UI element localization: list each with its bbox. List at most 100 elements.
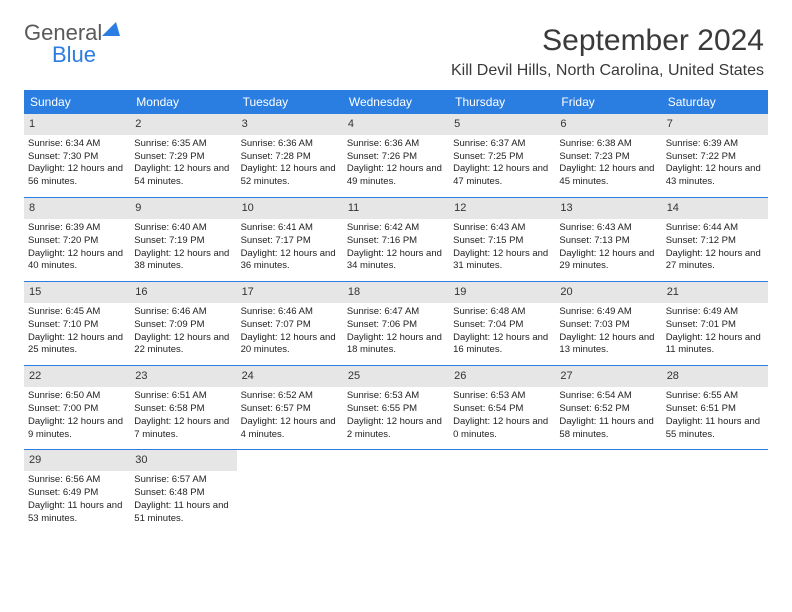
sunrise-text: Sunrise: 6:47 AM <box>347 306 445 319</box>
day-number: 17 <box>237 282 343 303</box>
day-number: 18 <box>343 282 449 303</box>
calendar-cell: 27Sunrise: 6:54 AMSunset: 6:52 PMDayligh… <box>555 366 661 449</box>
day-number: 9 <box>130 198 236 219</box>
location-text: Kill Devil Hills, North Carolina, United… <box>451 62 764 80</box>
daylight-text: Daylight: 12 hours and 9 minutes. <box>28 416 126 442</box>
calendar-cell-empty <box>662 450 768 533</box>
day-header: Thursday <box>449 90 555 114</box>
day-number: 11 <box>343 198 449 219</box>
calendar-cell: 14Sunrise: 6:44 AMSunset: 7:12 PMDayligh… <box>662 198 768 281</box>
brand-triangle-icon <box>102 22 120 36</box>
daylight-text: Daylight: 12 hours and 25 minutes. <box>28 332 126 358</box>
sunrise-text: Sunrise: 6:40 AM <box>134 222 232 235</box>
sunset-text: Sunset: 7:26 PM <box>347 151 445 164</box>
sunrise-text: Sunrise: 6:39 AM <box>28 222 126 235</box>
daylight-text: Daylight: 12 hours and 47 minutes. <box>453 163 551 189</box>
calendar-cell: 8Sunrise: 6:39 AMSunset: 7:20 PMDaylight… <box>24 198 130 281</box>
daylight-text: Daylight: 11 hours and 53 minutes. <box>28 500 126 526</box>
calendar-cell: 1Sunrise: 6:34 AMSunset: 7:30 PMDaylight… <box>24 114 130 197</box>
calendar-week-row: 15Sunrise: 6:45 AMSunset: 7:10 PMDayligh… <box>24 282 768 366</box>
daylight-text: Daylight: 12 hours and 54 minutes. <box>134 163 232 189</box>
daylight-text: Daylight: 11 hours and 58 minutes. <box>559 416 657 442</box>
sunrise-text: Sunrise: 6:52 AM <box>241 390 339 403</box>
sunset-text: Sunset: 7:06 PM <box>347 319 445 332</box>
day-number: 29 <box>24 450 130 471</box>
sunset-text: Sunset: 6:49 PM <box>28 487 126 500</box>
sunset-text: Sunset: 7:01 PM <box>666 319 764 332</box>
day-header: Wednesday <box>343 90 449 114</box>
sunset-text: Sunset: 7:22 PM <box>666 151 764 164</box>
calendar-cell: 3Sunrise: 6:36 AMSunset: 7:28 PMDaylight… <box>237 114 343 197</box>
daylight-text: Daylight: 12 hours and 38 minutes. <box>134 248 232 274</box>
calendar-cell: 15Sunrise: 6:45 AMSunset: 7:10 PMDayligh… <box>24 282 130 365</box>
sunrise-text: Sunrise: 6:49 AM <box>666 306 764 319</box>
day-header: Sunday <box>24 90 130 114</box>
daylight-text: Daylight: 12 hours and 20 minutes. <box>241 332 339 358</box>
day-number: 15 <box>24 282 130 303</box>
day-number: 8 <box>24 198 130 219</box>
page-title: September 2024 <box>542 24 764 58</box>
daylight-text: Daylight: 12 hours and 0 minutes. <box>453 416 551 442</box>
sunrise-text: Sunrise: 6:49 AM <box>559 306 657 319</box>
day-number: 30 <box>130 450 236 471</box>
calendar-cell: 22Sunrise: 6:50 AMSunset: 7:00 PMDayligh… <box>24 366 130 449</box>
calendar-cell-empty <box>449 450 555 533</box>
day-number: 16 <box>130 282 236 303</box>
calendar-cell: 2Sunrise: 6:35 AMSunset: 7:29 PMDaylight… <box>130 114 236 197</box>
daylight-text: Daylight: 12 hours and 49 minutes. <box>347 163 445 189</box>
daylight-text: Daylight: 12 hours and 11 minutes. <box>666 332 764 358</box>
calendar-cell: 23Sunrise: 6:51 AMSunset: 6:58 PMDayligh… <box>130 366 236 449</box>
sunrise-text: Sunrise: 6:51 AM <box>134 390 232 403</box>
sunset-text: Sunset: 7:20 PM <box>28 235 126 248</box>
sunset-text: Sunset: 6:52 PM <box>559 403 657 416</box>
day-number: 1 <box>24 114 130 135</box>
sunrise-text: Sunrise: 6:37 AM <box>453 138 551 151</box>
sunset-text: Sunset: 6:51 PM <box>666 403 764 416</box>
calendar-header-row: Sunday Monday Tuesday Wednesday Thursday… <box>24 90 768 114</box>
brand-text-2: Blue <box>52 42 102 68</box>
calendar-cell: 30Sunrise: 6:57 AMSunset: 6:48 PMDayligh… <box>130 450 236 533</box>
sunrise-text: Sunrise: 6:41 AM <box>241 222 339 235</box>
calendar-cell: 12Sunrise: 6:43 AMSunset: 7:15 PMDayligh… <box>449 198 555 281</box>
calendar-cell: 5Sunrise: 6:37 AMSunset: 7:25 PMDaylight… <box>449 114 555 197</box>
calendar-cell: 25Sunrise: 6:53 AMSunset: 6:55 PMDayligh… <box>343 366 449 449</box>
sunset-text: Sunset: 6:55 PM <box>347 403 445 416</box>
sunset-text: Sunset: 6:58 PM <box>134 403 232 416</box>
calendar-week-row: 1Sunrise: 6:34 AMSunset: 7:30 PMDaylight… <box>24 114 768 198</box>
sunset-text: Sunset: 7:07 PM <box>241 319 339 332</box>
daylight-text: Daylight: 12 hours and 56 minutes. <box>28 163 126 189</box>
sunrise-text: Sunrise: 6:38 AM <box>559 138 657 151</box>
sunset-text: Sunset: 7:19 PM <box>134 235 232 248</box>
sunset-text: Sunset: 7:29 PM <box>134 151 232 164</box>
daylight-text: Daylight: 12 hours and 27 minutes. <box>666 248 764 274</box>
sunset-text: Sunset: 7:00 PM <box>28 403 126 416</box>
day-number: 13 <box>555 198 661 219</box>
sunrise-text: Sunrise: 6:44 AM <box>666 222 764 235</box>
sunset-text: Sunset: 6:48 PM <box>134 487 232 500</box>
calendar-cell-empty <box>343 450 449 533</box>
calendar-cell-empty <box>555 450 661 533</box>
calendar-cell: 20Sunrise: 6:49 AMSunset: 7:03 PMDayligh… <box>555 282 661 365</box>
sunrise-text: Sunrise: 6:53 AM <box>453 390 551 403</box>
calendar-cell: 13Sunrise: 6:43 AMSunset: 7:13 PMDayligh… <box>555 198 661 281</box>
daylight-text: Daylight: 12 hours and 43 minutes. <box>666 163 764 189</box>
sunset-text: Sunset: 7:04 PM <box>453 319 551 332</box>
sunset-text: Sunset: 7:15 PM <box>453 235 551 248</box>
calendar-cell: 7 Sunrise: 6:39 AMSunset: 7:22 PMDaylight… <box>662 114 768 197</box>
sunrise-text: Sunrise: 6:56 AM <box>28 474 126 487</box>
daylight-text: Daylight: 12 hours and 29 minutes. <box>559 248 657 274</box>
day-number: 7 <box>662 114 768 135</box>
calendar-cell: 19Sunrise: 6:48 AMSunset: 7:04 PMDayligh… <box>449 282 555 365</box>
sunrise-text: Sunrise: 6:39 AM <box>666 138 764 151</box>
calendar-cell: 4Sunrise: 6:36 AMSunset: 7:26 PMDaylight… <box>343 114 449 197</box>
sunrise-text: Sunrise: 6:43 AM <box>453 222 551 235</box>
day-number: 14 <box>662 198 768 219</box>
sunrise-text: Sunrise: 6:53 AM <box>347 390 445 403</box>
sunrise-text: Sunrise: 6:48 AM <box>453 306 551 319</box>
day-number: 19 <box>449 282 555 303</box>
day-header: Saturday <box>662 90 768 114</box>
day-number: 6 <box>555 114 661 135</box>
sunset-text: Sunset: 7:16 PM <box>347 235 445 248</box>
sunrise-text: Sunrise: 6:46 AM <box>241 306 339 319</box>
calendar: Sunday Monday Tuesday Wednesday Thursday… <box>24 90 768 533</box>
